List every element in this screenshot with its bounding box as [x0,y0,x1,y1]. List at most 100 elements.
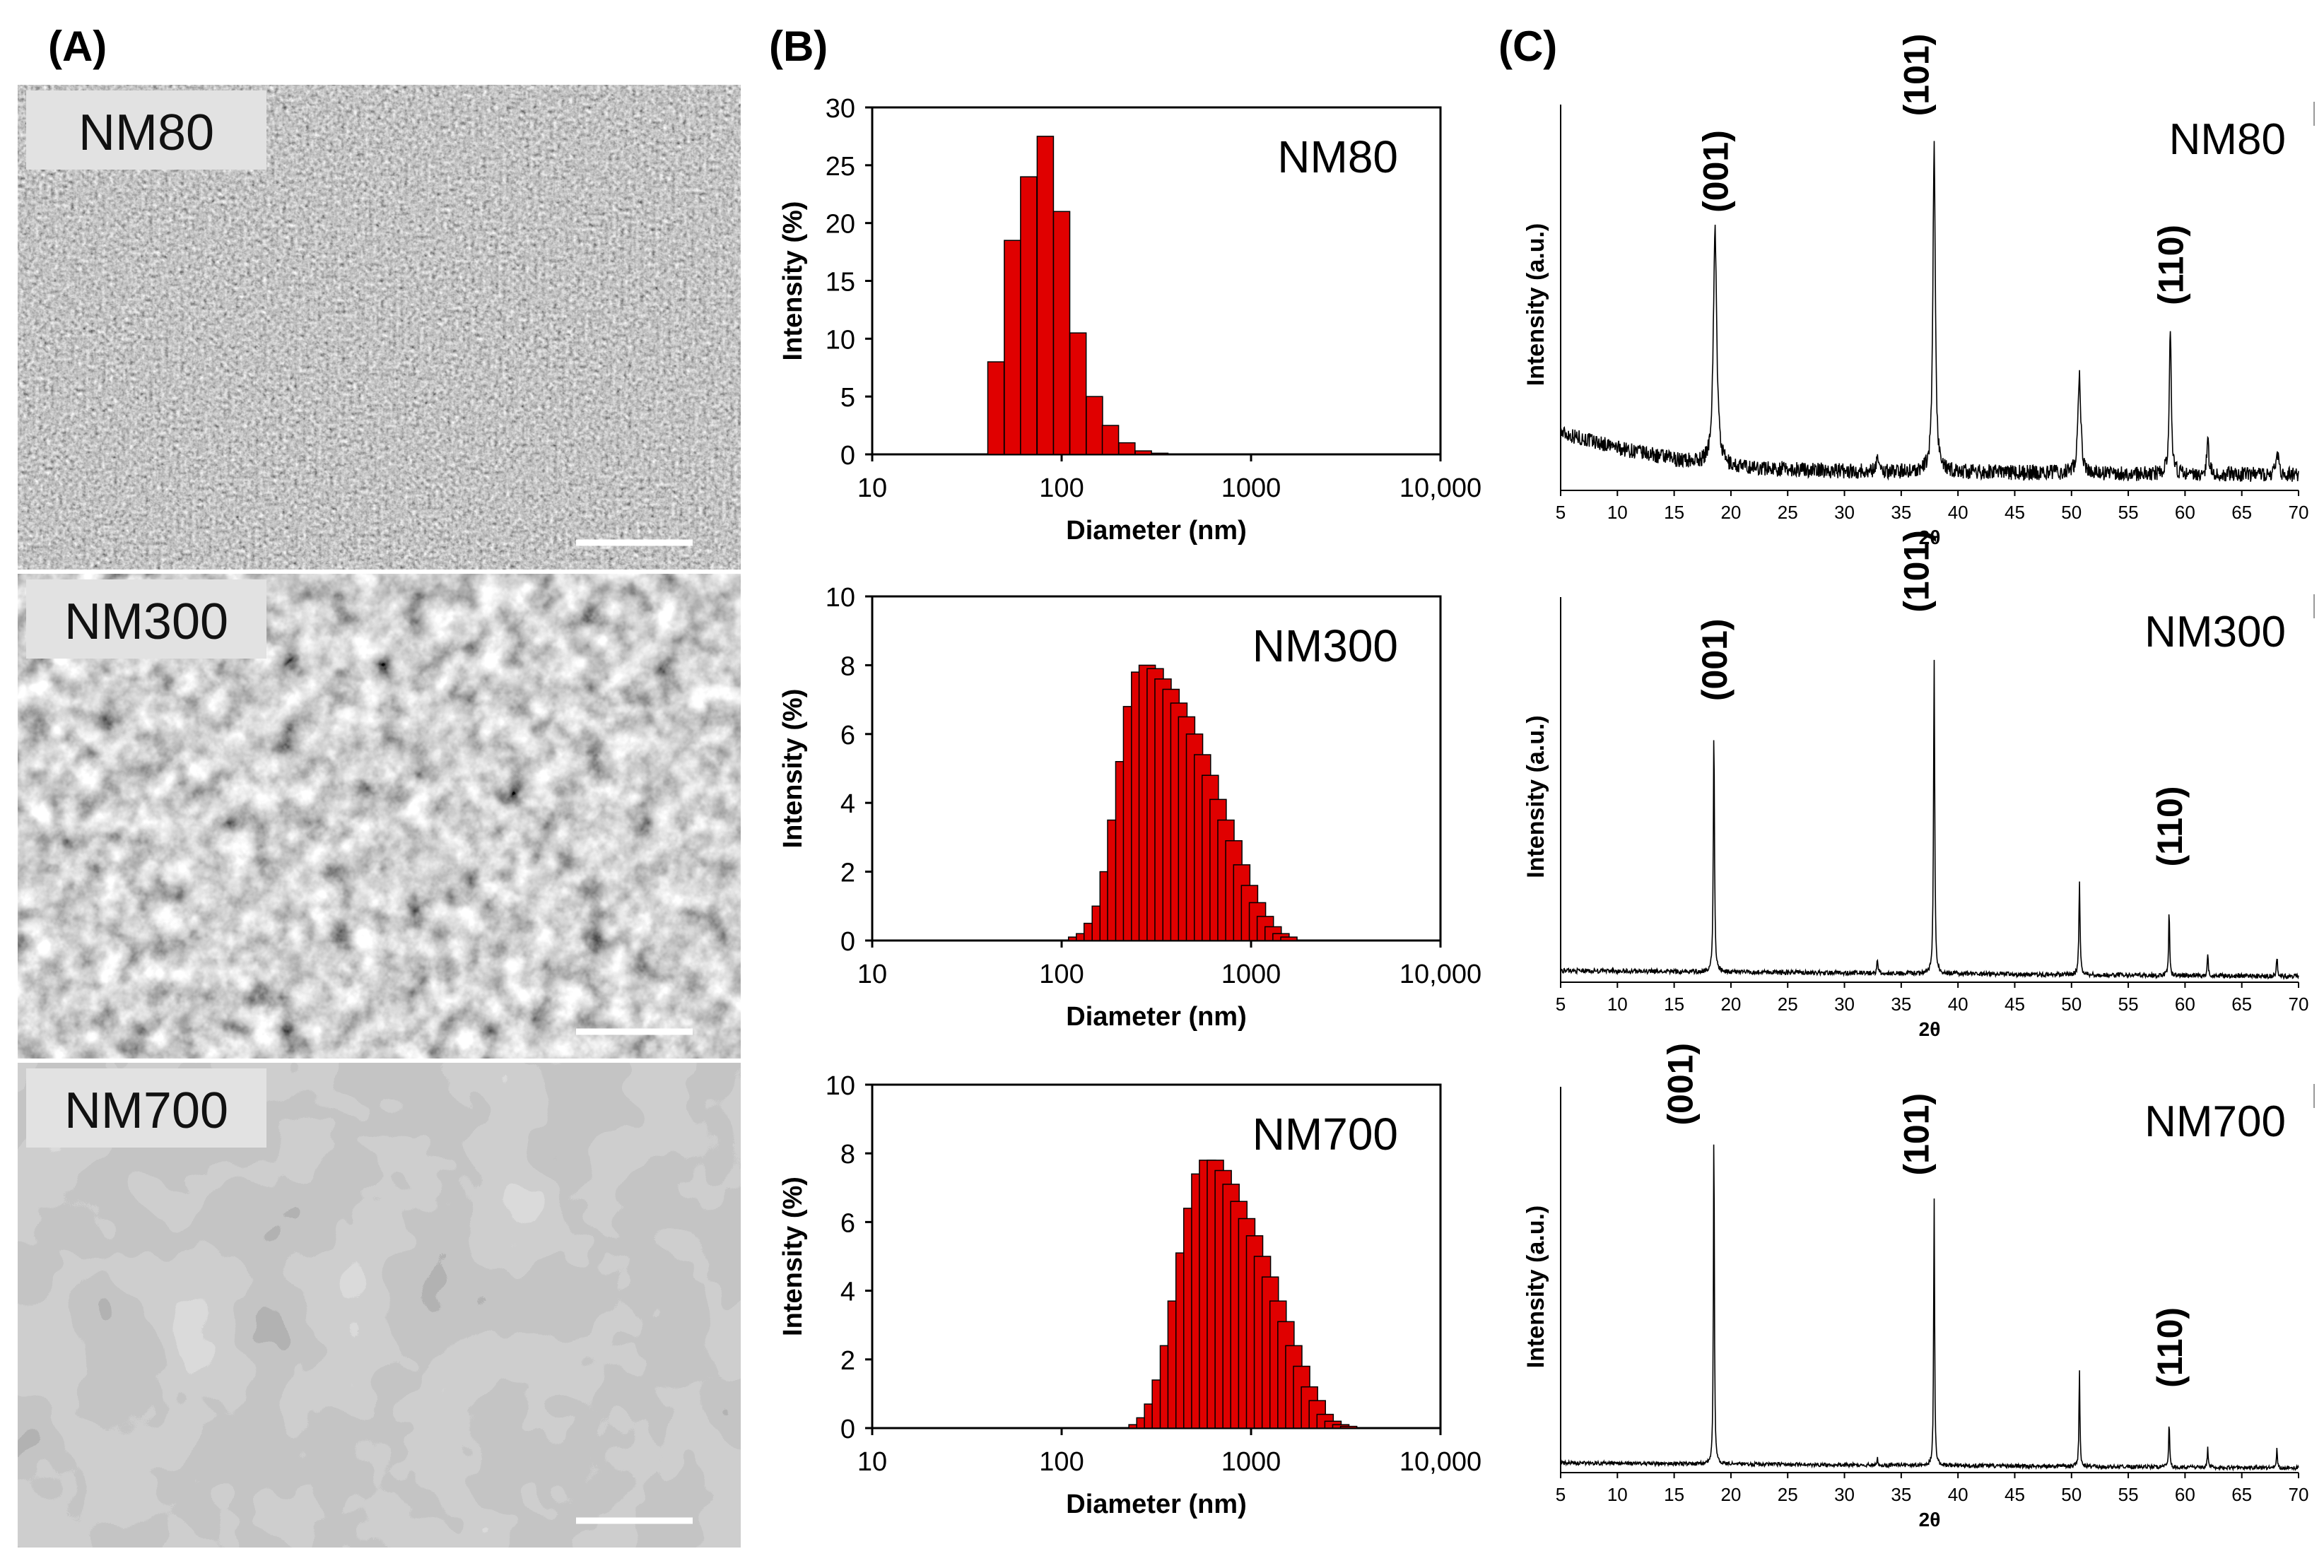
peak-annotation: (001) [1696,130,1735,213]
x-tick-label: 25 [1778,1484,1798,1505]
x-tick-label: 100 [1039,1447,1084,1477]
x-tick-label: 65 [2231,994,2252,1015]
x-tick-label: 60 [2175,502,2195,523]
x-tick-label: 10 [1607,994,1628,1015]
y-tick-label: 4 [840,789,855,819]
sem-image-nm700: NM700 [18,1063,741,1548]
y-tick-label: 8 [840,652,855,681]
x-tick-label: 5 [1556,1484,1566,1505]
x-tick-label: 15 [1664,994,1684,1015]
histogram-bar [1052,211,1071,455]
x-tick-label: 10,000 [1399,960,1481,989]
x-tick-label: 55 [2118,994,2139,1015]
y-axis-label: Intensity (a.u.) [1522,223,1549,386]
peak-annotation: (001) [1661,1043,1701,1126]
x-tick-label: 100 [1039,473,1084,503]
x-tick-label: 45 [2005,994,2025,1015]
x-tick-label: 50 [2061,502,2082,523]
dls-chart-nm700: 0 2 4 6 8 10 10 100 1000 10,000 Diameter (nm) Inten… [778,1071,1481,1519]
sample-label: NM80 [1277,131,1398,182]
peak-annotation: (110) [2150,1307,2190,1388]
x-tick-label: 10,000 [1399,1447,1481,1477]
y-tick-label: 6 [840,1208,855,1238]
x-tick-label: 55 [2118,502,2139,523]
x-tick-label: 1000 [1221,1447,1281,1477]
dls-chart-nm300: 0 2 4 6 8 10 10 100 1000 10,000 Diameter (nm) Inten… [778,583,1481,1032]
histogram-bar [1339,1425,1358,1429]
x-tick-label: 100 [1039,960,1084,989]
y-tick-label: 0 [840,927,855,957]
sem-image-nm80: NM80 [18,85,741,570]
x-tick-label: 40 [1948,502,1968,523]
histogram-bar [1069,332,1087,455]
sample-label: NM80 [2169,115,2286,164]
xrd-chart-nm700: 5 10 15 20 25 30 35 40 45 50 55 60 65 70 2θ Intensity (… [1522,1043,2315,1531]
y-tick-label: 30 [826,94,855,124]
histogram-bar [1151,452,1169,455]
panel-label-b: (B) [769,23,828,70]
y-tick-label: 2 [840,1346,855,1376]
y-tick-label: 15 [826,268,855,297]
histogram-bar [987,361,1005,455]
x-tick-label: 60 [2175,994,2195,1015]
x-axis-label: 2θ [1919,526,1941,548]
x-tick-label: 40 [1948,1484,1968,1505]
histogram-bar [1086,396,1103,455]
y-tick-label: 0 [840,1415,855,1444]
xrd-chart-nm300: 5 10 15 20 25 30 35 40 45 50 55 60 65 70 2θ Intensity (… [1522,530,2315,1040]
x-tick-label: 40 [1948,994,1968,1015]
y-tick-label: 0 [840,441,855,471]
x-tick-label: 10 [857,1447,887,1477]
peak-annotation: (110) [2150,786,2190,867]
x-tick-label: 25 [1778,994,1798,1015]
x-tick-label: 25 [1778,502,1798,523]
y-tick-label: 10 [826,325,855,355]
y-tick-label: 4 [840,1278,855,1307]
y-axis-label: Intensity (a.u.) [1522,715,1549,878]
sem-label-box [26,90,266,170]
x-tick-label: 10 [857,960,887,989]
x-tick-label: 20 [1720,502,1741,523]
peak-annotation: (001) [1695,618,1735,701]
sample-label: NM700 [2144,1097,2286,1146]
y-axis-label: Intensity (%) [778,1177,808,1336]
y-tick-label: 6 [840,721,855,750]
y-tick-label: 25 [826,152,855,182]
x-tick-label: 10 [1607,502,1628,523]
x-tick-label: 15 [1664,502,1684,523]
histogram-bar [1101,425,1120,455]
panel-label-a: (A) [48,23,107,70]
sem-label-box [26,579,266,659]
x-tick-label: 10,000 [1399,473,1481,503]
sample-label: NM700 [1252,1109,1398,1160]
peak-annotation: (101) [1897,34,1937,117]
x-tick-label: 10 [1607,1484,1628,1505]
sem-label-box [26,1068,266,1148]
x-tick-label: 70 [2289,1484,2309,1505]
sem-image-nm300: NM300 [18,574,741,1059]
x-tick-label: 5 [1556,994,1566,1015]
y-axis-label: Intensity (%) [778,689,808,849]
y-tick-label: 20 [826,210,855,240]
histogram-bar [1280,936,1298,941]
histogram-bar [1134,450,1152,455]
x-tick-label: 30 [1834,994,1855,1015]
x-axis-label: Diameter (nm) [1066,516,1247,546]
x-tick-label: 35 [1891,994,1911,1015]
sem-images: NM80 NM300 NM700 [18,85,741,1548]
x-tick-label: 70 [2289,502,2309,523]
sem-label: NM80 [78,105,214,161]
x-tick-label: 50 [2061,994,2082,1015]
x-tick-label: 45 [2005,1484,2025,1505]
x-tick-label: 15 [1664,1484,1684,1505]
xrd-chart-nm80: 5 10 15 20 25 30 35 40 45 50 55 60 65 70 2θ Intensity (… [1522,34,2315,548]
x-tick-label: 60 [2175,1484,2195,1505]
plot-frame [871,106,1442,456]
peak-annotation: (101) [1897,530,1937,613]
x-tick-label: 30 [1834,502,1855,523]
peak-annotation: (110) [2152,225,2191,305]
x-tick-label: 10 [857,473,887,503]
x-axis-label: 2θ [1919,1509,1941,1531]
x-tick-label: 35 [1891,502,1911,523]
